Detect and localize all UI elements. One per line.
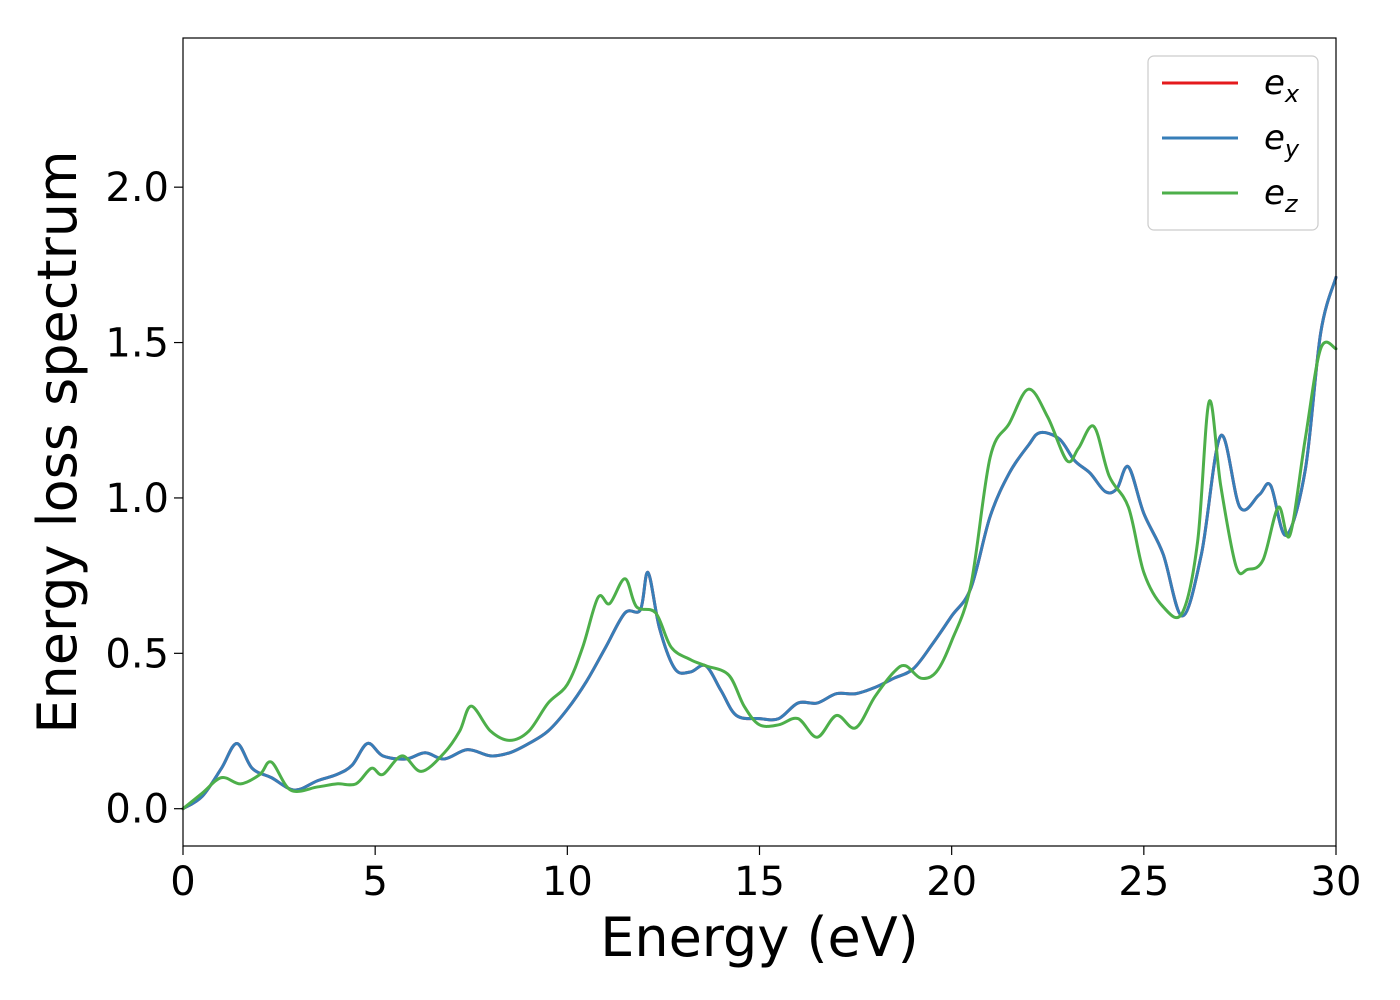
y-tick-label: 1.0: [105, 476, 169, 522]
x-axis-label: Energy (eV): [600, 906, 919, 969]
y-tick-label: 1.5: [105, 321, 169, 367]
legend-box: [1147, 55, 1319, 231]
legend: ex ey ez: [1147, 55, 1319, 231]
y-axis-label: Energy loss spectrum: [26, 150, 89, 733]
series-line-e-y: [181, 275, 1338, 811]
series-line-e-z: [181, 340, 1338, 811]
x-tick-label: 0: [170, 859, 195, 905]
x-tick-label: 5: [362, 859, 387, 905]
x-tick-label: 20: [926, 859, 977, 905]
legend-label-e-x: ex: [1264, 63, 1300, 108]
plot-background: [183, 38, 1336, 846]
x-axis-ticks: 0 5 10 15 20 25 30: [170, 846, 1361, 905]
y-axis-ticks: 0.0 0.5 1.0 1.5 2.0: [105, 165, 183, 833]
y-tick-label: 0.0: [105, 787, 169, 833]
legend-label-e-z: ez: [1264, 173, 1299, 218]
x-tick-label: 25: [1118, 859, 1169, 905]
y-tick-label: 0.5: [105, 631, 169, 677]
legend-items: ex ey ez: [1162, 63, 1300, 218]
legend-label-e-y: ey: [1264, 118, 1300, 163]
series-layer: [181, 275, 1338, 811]
x-tick-label: 10: [542, 859, 593, 905]
y-tick-label: 2.0: [105, 165, 169, 211]
x-tick-label: 15: [734, 859, 785, 905]
x-tick-label: 30: [1311, 859, 1362, 905]
